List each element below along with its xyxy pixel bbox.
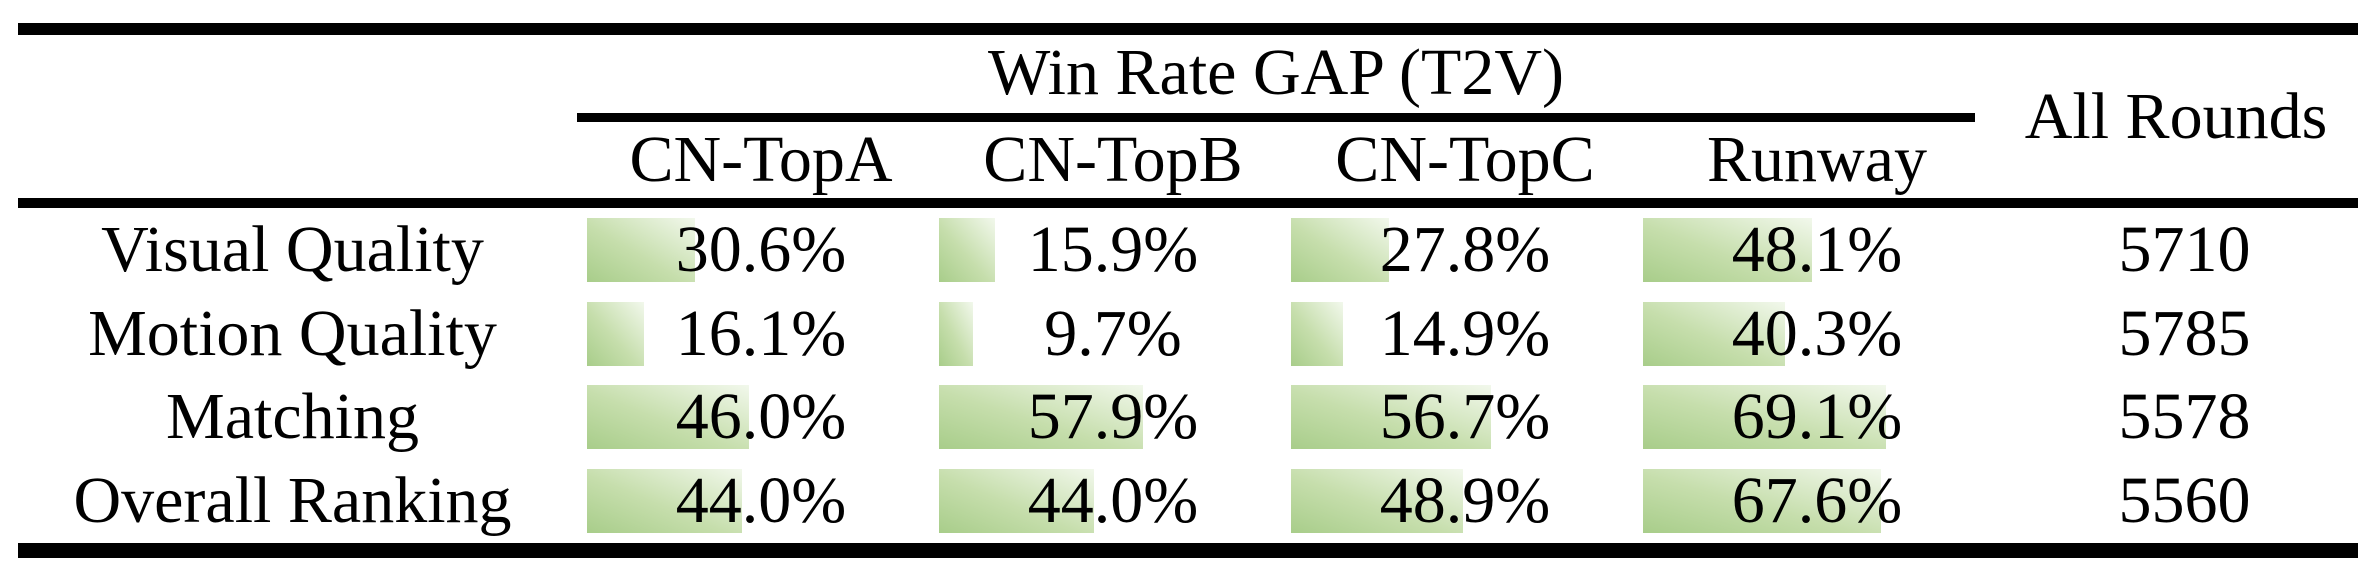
win-rate-cell: 9.7% — [937, 292, 1289, 376]
win-rate-value: 16.1% — [675, 296, 847, 370]
win-rate-bar — [1291, 301, 1344, 366]
row-label: Motion Quality — [88, 296, 497, 370]
column-header-runway: Runway — [1707, 123, 1927, 196]
table-row-motion-quality: Motion Quality 16.1% 9.7% 14.9% 40.3% 57… — [0, 292, 2376, 376]
win-rate-cell: 30.6% — [585, 208, 937, 292]
win-rate-bar — [587, 301, 644, 366]
win-rate-bar — [939, 301, 974, 366]
win-rate-cell: 57.9% — [937, 376, 1289, 460]
row-label: Overall Ranking — [73, 464, 512, 538]
win-rate-value: 44.0% — [1027, 464, 1199, 538]
win-rate-value: 46.0% — [675, 380, 847, 454]
win-rate-value: 56.7% — [1379, 380, 1551, 454]
win-rate-cell: 69.1% — [1641, 376, 1993, 460]
win-rate-value: 27.8% — [1379, 212, 1551, 286]
win-rate-value: 30.6% — [675, 212, 847, 286]
all-rounds-value: 5710 — [2118, 212, 2251, 286]
table-row-matching: Matching 46.0% 57.9% 56.7% 69.1% 5578 — [0, 376, 2376, 460]
win-rate-bar — [587, 469, 742, 534]
column-header-all-rounds: All Rounds — [2024, 79, 2328, 153]
bottom-rule — [18, 543, 2358, 558]
all-rounds-value: 5560 — [2118, 464, 2251, 538]
win-rate-cell: 48.1% — [1641, 208, 1993, 292]
win-rate-value: 69.1% — [1731, 380, 1903, 454]
win-rate-cell: 16.1% — [585, 292, 937, 376]
cmid-rule — [577, 113, 1975, 122]
group-header-win-rate-gap: Win Rate GAP (T2V) — [988, 36, 1564, 109]
win-rate-bar — [1643, 217, 1813, 282]
win-rate-value: 48.1% — [1731, 212, 1903, 286]
win-rate-bar — [1291, 385, 1491, 450]
win-rate-bar — [587, 217, 695, 282]
win-rate-bar — [1291, 469, 1464, 534]
win-rate-value: 14.9% — [1379, 296, 1551, 370]
column-header-cn-topa: CN-TopA — [629, 123, 893, 196]
win-rate-cell: 48.9% — [1289, 459, 1641, 543]
win-rate-value: 48.9% — [1379, 464, 1551, 538]
column-header-cn-topb: CN-TopB — [983, 123, 1243, 196]
mid-rule — [18, 198, 2358, 208]
win-rate-cell: 15.9% — [937, 208, 1289, 292]
win-rate-bar — [939, 217, 995, 282]
win-rate-bar — [1291, 217, 1389, 282]
win-rate-bar — [939, 469, 1094, 534]
all-rounds-value: 5578 — [2118, 380, 2251, 454]
win-rate-cell: 44.0% — [937, 459, 1289, 543]
win-rate-cell: 27.8% — [1289, 208, 1641, 292]
table-body: Visual Quality 30.6% 15.9% 27.8% 48.1% 5… — [0, 208, 2376, 543]
column-header-row: CN-TopA CN-TopB CN-TopC Runway — [585, 122, 1993, 198]
win-rate-cell: 40.3% — [1641, 292, 1993, 376]
win-rate-cell: 67.6% — [1641, 459, 1993, 543]
win-rate-value: 9.7% — [1044, 296, 1182, 370]
table-row-visual-quality: Visual Quality 30.6% 15.9% 27.8% 48.1% 5… — [0, 208, 2376, 292]
win-rate-cell: 44.0% — [585, 459, 937, 543]
win-rate-bar — [1643, 301, 1785, 366]
win-rate-cell: 56.7% — [1289, 376, 1641, 460]
win-rate-value: 40.3% — [1731, 296, 1903, 370]
top-rule — [18, 23, 2358, 35]
win-rate-value: 44.0% — [675, 464, 847, 538]
win-rate-value: 15.9% — [1027, 212, 1199, 286]
win-rate-bar — [1643, 385, 1887, 450]
row-label: Matching — [166, 380, 419, 454]
all-rounds-value: 5785 — [2118, 296, 2251, 370]
row-label: Visual Quality — [101, 212, 484, 286]
column-header-cn-topc: CN-TopC — [1335, 123, 1595, 196]
win-rate-cell: 14.9% — [1289, 292, 1641, 376]
table-row-overall-ranking: Overall Ranking 44.0% 44.0% 48.9% 67.6% … — [0, 459, 2376, 543]
win-rate-value: 67.6% — [1731, 464, 1903, 538]
win-rate-value: 57.9% — [1027, 380, 1199, 454]
win-rate-bar — [1643, 469, 1881, 534]
win-rate-cell: 46.0% — [585, 376, 937, 460]
win-rate-bar — [939, 385, 1143, 450]
win-rate-bar — [587, 385, 749, 450]
